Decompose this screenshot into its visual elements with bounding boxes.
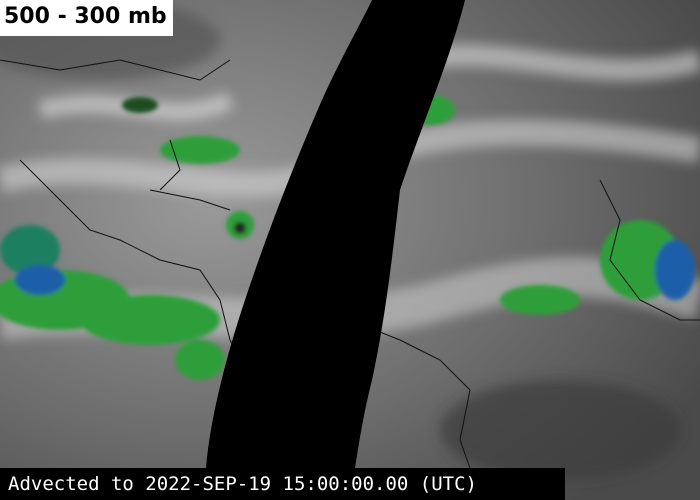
coastlines: [0, 59, 700, 469]
level-label: 500 - 300 mb: [0, 0, 173, 36]
data-gap-swath: [206, 0, 465, 468]
cloud-tops: [0, 95, 695, 380]
timestamp: Advected to 2022-SEP-19 15:00:00.00 (UTC…: [0, 468, 565, 500]
